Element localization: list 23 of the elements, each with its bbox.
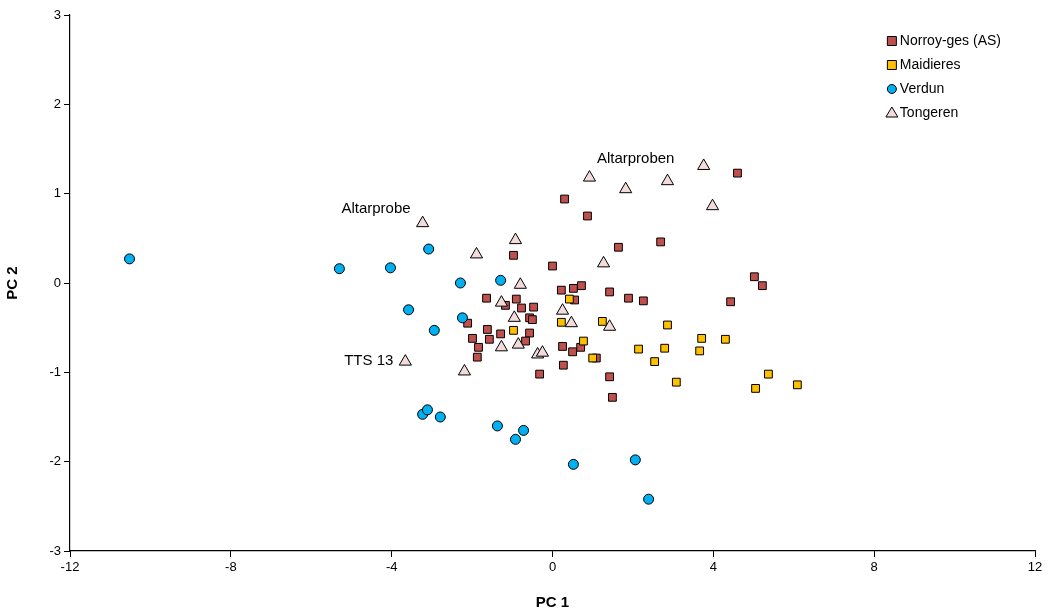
x-tick-label: 12 [1027, 559, 1043, 575]
x-tick-label: 4 [709, 559, 717, 575]
annotation: Altarproben [596, 149, 675, 167]
y-tick-label: -2 [49, 453, 61, 469]
y-tick-label: 3 [53, 6, 61, 22]
y-tick-label: 0 [53, 274, 61, 290]
legend-label: Tongeren [899, 103, 959, 120]
y-tick-label: -3 [49, 542, 61, 558]
legend-label: Norroy-ges (AS) [899, 31, 1002, 48]
x-axis-title: PC 1 [535, 593, 570, 611]
legend-label: Maidieres [899, 55, 961, 72]
y-axis-title: PC 2 [3, 266, 21, 300]
x-tick-label: 0 [548, 559, 557, 575]
x-tick-label: -4 [385, 559, 398, 575]
y-tick-label: 1 [53, 185, 61, 201]
y-tick-label: 2 [53, 95, 61, 111]
x-tick-label: 8 [870, 559, 878, 575]
legend-label: Verdun [899, 79, 945, 96]
annotation: Altarprobe [341, 199, 411, 217]
x-tick-label: -8 [225, 559, 237, 575]
annotation: TTS 13 [344, 350, 394, 368]
x-tick-label: -12 [60, 559, 80, 575]
y-tick-label: -1 [49, 363, 61, 379]
